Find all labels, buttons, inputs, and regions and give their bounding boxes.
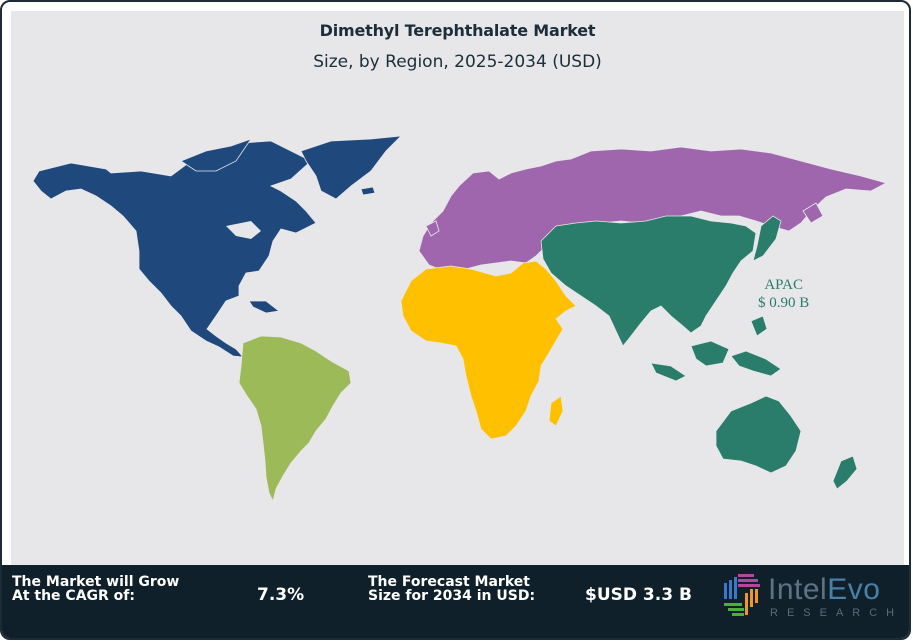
cagr-label-line1: The Market will Grow [12, 574, 180, 590]
intelevo-logo: IntelEvo RESEARCH [720, 571, 909, 627]
logo-name-intel: Intel [768, 573, 828, 606]
map-canvas: Dimethyl Terephthalate Market Size, by R… [11, 11, 904, 565]
cagr-label: The Market will Grow At the CAGR of: [12, 575, 179, 603]
region-latin-america [238, 335, 352, 503]
summary-footer: The Market will Grow At the CAGR of: 7.3… [2, 565, 909, 638]
region-europe [418, 146, 888, 270]
chart-title: Dimethyl Terephthalate Market [319, 21, 596, 40]
cagr-label-line2: At the CAGR of: [12, 588, 135, 604]
region-mea [400, 260, 577, 440]
forecast-label-line1: The Forecast Market [368, 574, 530, 590]
logo-name-evo: Evo [827, 573, 881, 606]
logo-mark-icon [724, 574, 760, 616]
region-apac [540, 215, 858, 490]
region-north-america [32, 135, 403, 358]
apac-annotation: APAC $ 0.90 B [758, 276, 809, 312]
apac-region-label: APAC [764, 277, 803, 293]
logo-tagline: RESEARCH [770, 607, 904, 619]
forecast-value: $USD 3.3 B [585, 585, 692, 605]
world-map [32, 135, 888, 503]
logo-wordmark: IntelEvo [768, 573, 880, 607]
forecast-label-line2: Size for 2034 in USD: [368, 588, 536, 604]
chart-subtitle: Size, by Region, 2025-2034 (USD) [313, 52, 602, 72]
cagr-value: 7.3% [257, 585, 305, 605]
apac-value-label: $ 0.90 B [758, 295, 810, 311]
forecast-label: The Forecast Market Size for 2034 in USD… [368, 575, 535, 603]
